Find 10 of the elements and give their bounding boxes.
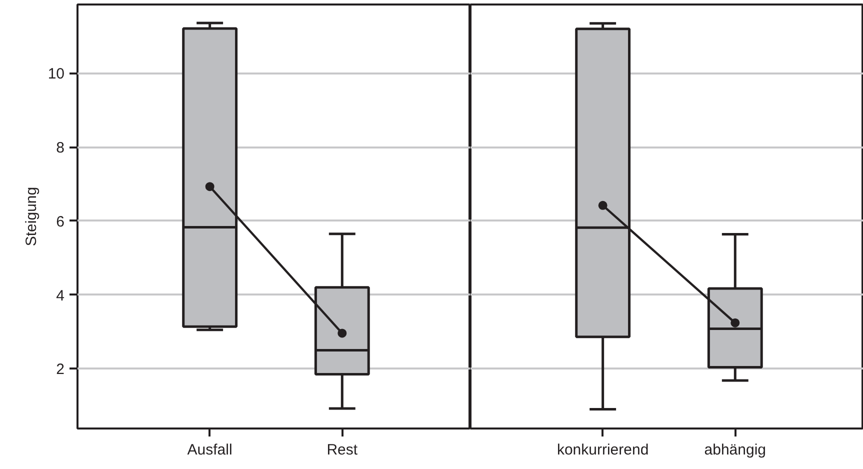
y-tick-label: 6 [56,213,64,230]
x-tick-label: konkurrierend [556,442,649,458]
y-tick-label: 4 [56,287,64,304]
y-tick-label: 8 [56,140,64,157]
x-tick-label: Ausfall [187,442,232,458]
x-tick-label: Rest [326,442,358,458]
x-tick-label: abhängig [704,442,766,458]
y-tick-label: 2 [56,361,64,378]
y-tick-label: 10 [48,66,65,83]
y-axis-title: Steigung [22,186,40,246]
